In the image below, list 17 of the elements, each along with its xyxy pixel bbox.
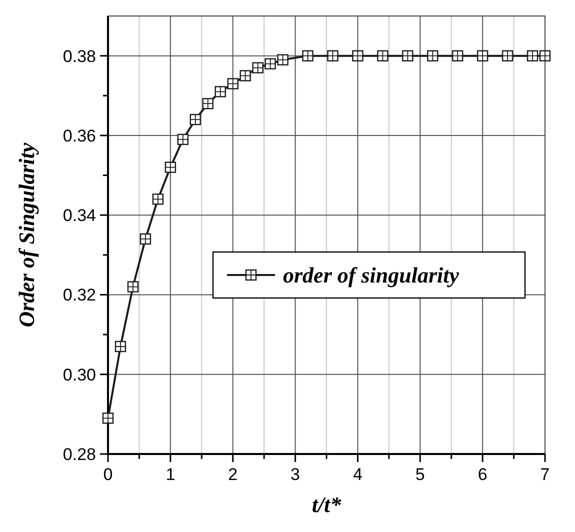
x-tick-label: 1 <box>166 465 176 484</box>
x-tick-label: 6 <box>478 465 488 484</box>
x-tick-label: 0 <box>103 465 113 484</box>
y-tick-label: 0.30 <box>62 365 96 384</box>
y-tick-label: 0.32 <box>62 286 96 305</box>
y-tick-label: 0.36 <box>62 126 96 146</box>
y-axis-title: Order of Singularity <box>14 142 39 328</box>
legend-label: order of singularity <box>283 262 460 288</box>
x-tick-label: 7 <box>540 465 550 484</box>
x-tick-label: 3 <box>290 465 300 484</box>
y-tick-label: 0.28 <box>62 444 96 464</box>
x-tick-label: 5 <box>415 465 425 484</box>
x-tick-label: 2 <box>228 465 238 484</box>
y-tick-label: 0.34 <box>62 206 96 226</box>
y-tick-label: 0.38 <box>62 46 96 66</box>
x-axis-title: t/t* <box>312 492 342 517</box>
x-tick-label: 4 <box>352 465 362 484</box>
